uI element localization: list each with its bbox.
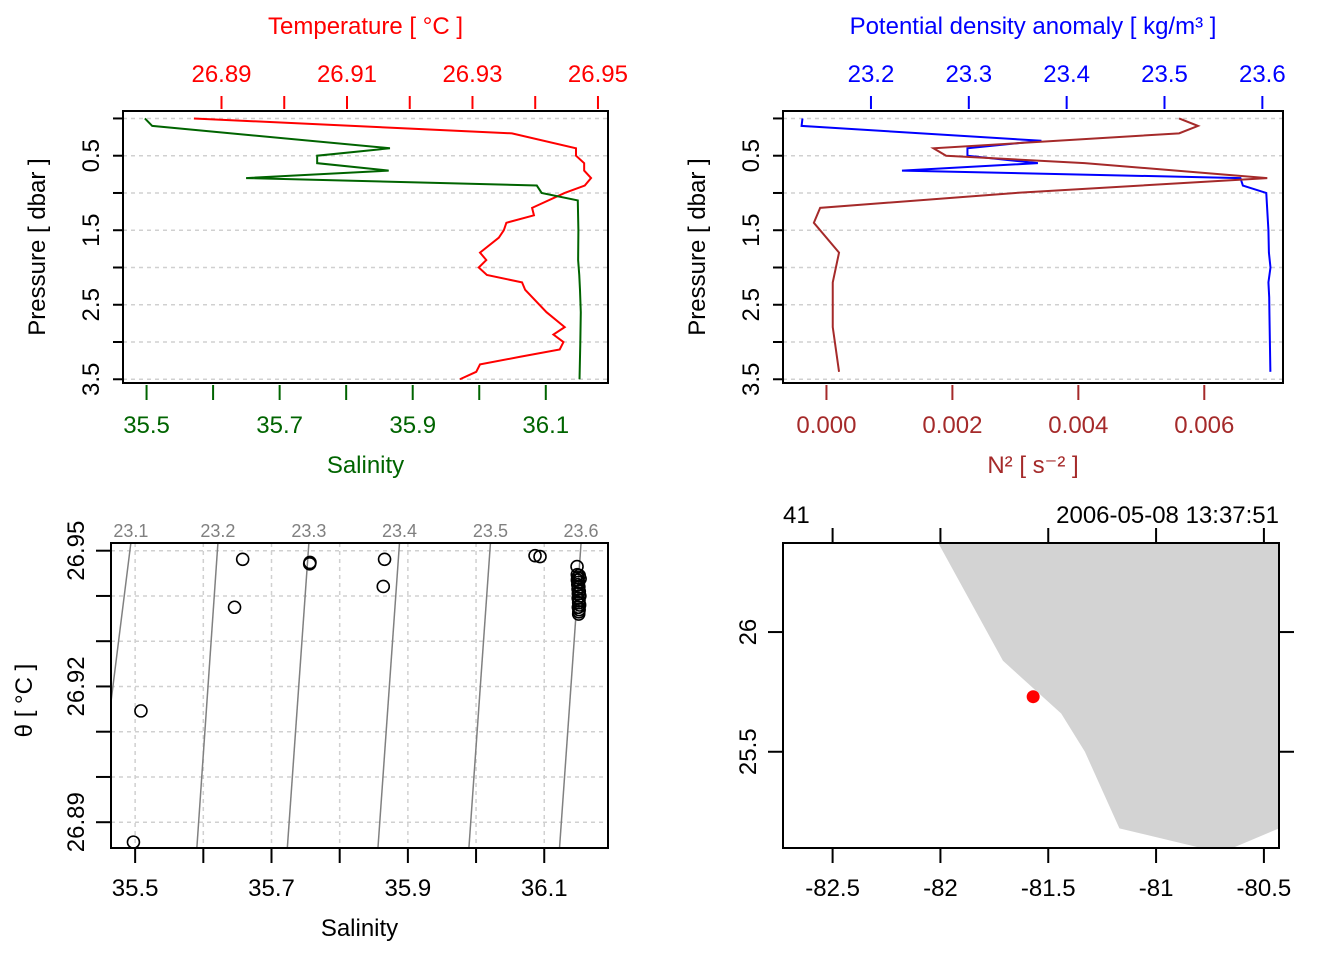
- ts-point: [376, 579, 391, 594]
- bottom-tick-label: 35.9: [389, 412, 436, 439]
- ts-point: [227, 600, 242, 615]
- isopycnal-line: [558, 542, 582, 849]
- bottom-tick-label: 0.006: [1174, 412, 1234, 439]
- isopycnal-label: 23.5: [473, 521, 508, 541]
- x-tick-label: 35.9: [385, 875, 432, 902]
- y-tick-label: 1.5: [738, 214, 765, 247]
- y-tick-label: 26.95: [63, 521, 90, 581]
- isopycnal-label: 23.1: [113, 521, 148, 541]
- x-tick-label: -81.5: [1021, 875, 1076, 902]
- top-tick-label: 26.89: [191, 61, 251, 88]
- series-line-salinity: [144, 117, 582, 380]
- x-tick-label: 35.7: [248, 875, 295, 902]
- isopycnal-label: 23.6: [564, 521, 599, 541]
- y-axis-label: Pressure [ dbar ]: [24, 158, 51, 335]
- station-id-label: 41: [783, 502, 810, 529]
- top-tick-label: 26.91: [317, 61, 377, 88]
- top-tick-label: 23.3: [945, 61, 992, 88]
- y-tick-label: 2.5: [78, 288, 105, 321]
- ts-point: [377, 552, 392, 567]
- bottom-tick-label: 0.000: [796, 412, 856, 439]
- top-tick-label: 26.93: [442, 61, 502, 88]
- coastline-land: [938, 543, 1279, 848]
- bottom-axis-label: N² [ s⁻² ]: [987, 452, 1078, 479]
- ts-point: [571, 607, 586, 621]
- top-tick-label: 23.2: [848, 61, 895, 88]
- profile_ts-panel: 0.5 1.5 2.5 3.5 Pressure [ dbar ] 26.89 26.91 2…: [24, 13, 628, 479]
- series-line-potential-density-anomaly: [800, 118, 1272, 372]
- ts-point: [235, 552, 250, 567]
- top-tick-label: 23.4: [1043, 61, 1090, 88]
- ts-point: [126, 835, 141, 849]
- isopycnal-line: [196, 542, 219, 849]
- ts-point: [533, 549, 547, 564]
- x-tick-label: -81: [1139, 875, 1174, 902]
- station-marker: [1026, 690, 1040, 704]
- y-axis-label: Pressure [ dbar ]: [684, 158, 711, 335]
- top-tick-label: 23.5: [1141, 61, 1188, 88]
- isopycnal-line: [377, 542, 401, 849]
- y-tick-label: 2.5: [738, 288, 765, 321]
- ts-point: [302, 557, 317, 571]
- station-datetime-label: 2006-05-08 13:37:51: [1056, 502, 1279, 529]
- ts-point: [528, 548, 542, 563]
- isopycnal-label: 23.3: [291, 521, 326, 541]
- bottom-axis-label: Salinity: [327, 452, 404, 479]
- x-tick-label: -82: [923, 875, 958, 902]
- y-tick-label: 26: [735, 619, 762, 646]
- x-tick-label: -82.5: [805, 875, 860, 902]
- isopycnal-label: 23.2: [200, 521, 235, 541]
- y-tick-label: 3.5: [78, 363, 105, 396]
- station-map-panel: -82.5 -82 -81.5 -81 -80.5 25.5 26 41 2006-05-08 …: [735, 502, 1294, 902]
- y-tick-label: 25.5: [735, 728, 762, 775]
- bottom-tick-label: 0.004: [1048, 412, 1108, 439]
- isopycnal-line: [110, 542, 132, 702]
- profile_density-panel: 0.5 1.5 2.5 3.5 Pressure [ dbar ] 23.2 23.3 23.…: [684, 13, 1286, 479]
- isopycnal-label: 23.4: [382, 521, 417, 541]
- series-line-temperature: [193, 117, 593, 381]
- y-tick-label: 0.5: [738, 139, 765, 172]
- ts-diagram-panel: 23.1 23.2 23.3 23.4 23.5 23.6 35.5 35.7 35.9 36.1…: [11, 521, 609, 942]
- isopycnal-line: [468, 542, 492, 849]
- ts-point: [134, 704, 148, 718]
- top-axis-label: Temperature [ °C ]: [268, 13, 463, 40]
- isopycnal-line: [286, 542, 310, 849]
- ts-point: [573, 571, 587, 586]
- plot-frame: [782, 542, 1280, 849]
- y-tick-label: 1.5: [78, 214, 105, 247]
- y-axis-label: θ [ °C ]: [11, 664, 38, 738]
- top-tick-label: 26.95: [568, 61, 628, 88]
- y-tick-label: 0.5: [78, 139, 105, 172]
- x-tick-label: 35.5: [112, 875, 159, 902]
- top-tick-label: 23.6: [1239, 61, 1286, 88]
- plot-frame: [110, 542, 609, 849]
- x-tick-label: 36.1: [521, 875, 568, 902]
- bottom-tick-label: 36.1: [522, 412, 569, 439]
- x-tick-label: -80.5: [1237, 875, 1292, 902]
- y-tick-label: 26.92: [63, 656, 90, 716]
- bottom-tick-label: 0.002: [922, 412, 982, 439]
- y-tick-label: 26.89: [63, 792, 90, 852]
- x-axis-label: Salinity: [321, 915, 398, 942]
- y-tick-label: 3.5: [738, 363, 765, 396]
- series-line-n2: [812, 117, 1268, 372]
- bottom-tick-label: 35.7: [256, 412, 303, 439]
- bottom-tick-label: 35.5: [123, 412, 170, 439]
- plot-frame: [122, 110, 609, 384]
- plot-frame: [782, 110, 1284, 384]
- top-axis-label: Potential density anomaly [ kg/m³ ]: [850, 13, 1217, 40]
